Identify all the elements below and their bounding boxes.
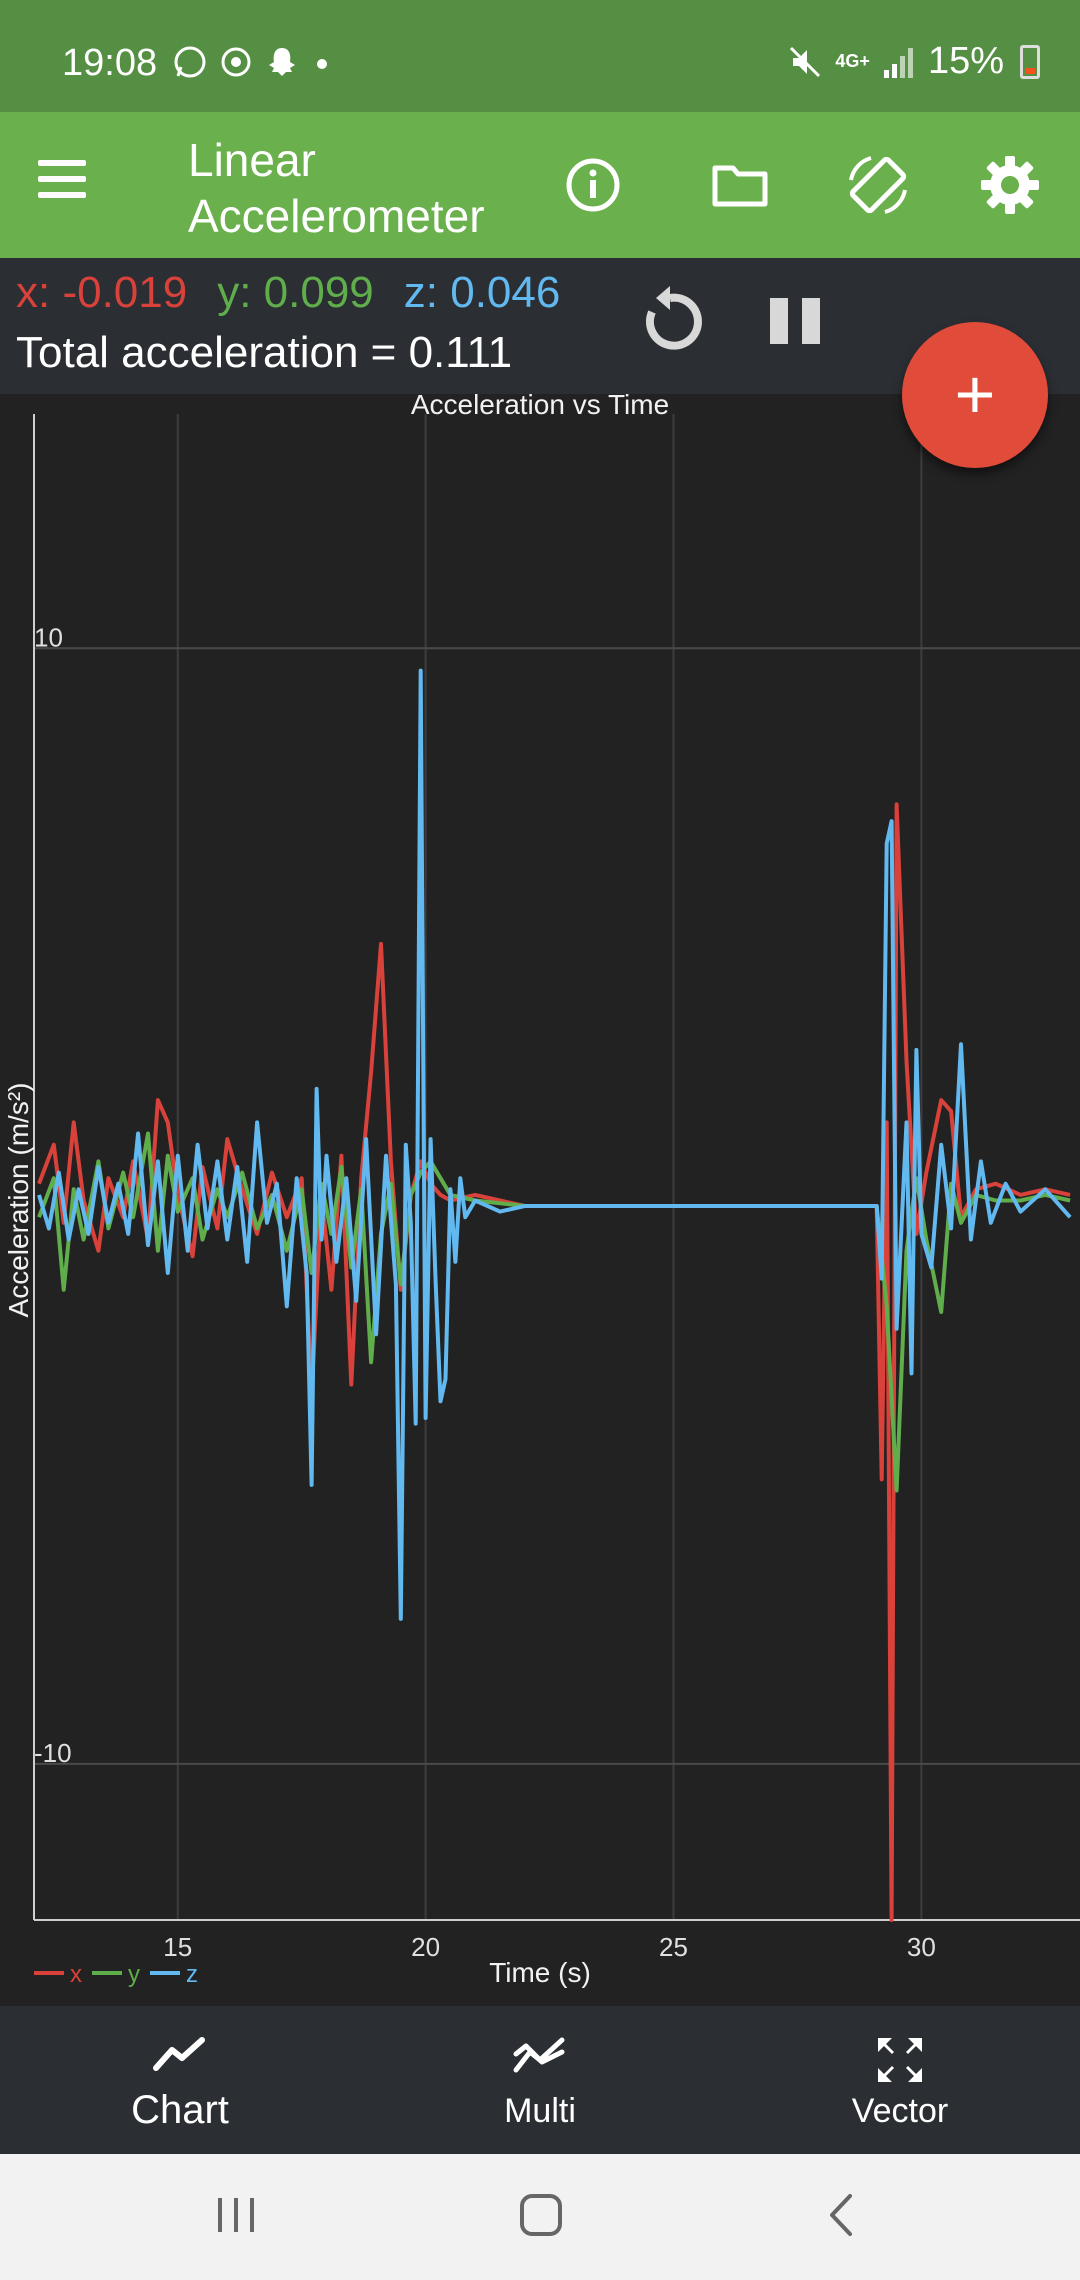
label-layer: 15 20 25 30 10 -10 Acceleration vs Time Time (s… [3, 394, 936, 1988]
app-title: Linear Accelerometer [188, 134, 485, 242]
series-line-x [37, 802, 1071, 1922]
dot-icon [317, 59, 327, 69]
z-value: z: 0.046 [403, 268, 561, 317]
whatsapp-icon [174, 46, 206, 78]
series-line-z [37, 668, 1072, 1621]
nav-vector-label: Vector [851, 2092, 949, 2130]
status-right: 4G+ 15% [787, 40, 1040, 83]
expand-arrows-icon [878, 2038, 922, 2082]
mute-icon [790, 46, 821, 77]
x-axis-label: Time (s) [489, 1957, 591, 1988]
signal-icon [883, 47, 913, 78]
line-chart-icon [153, 2037, 205, 2071]
legend-label-y: y [128, 1961, 140, 1988]
battery-percent: 15% [927, 40, 1004, 82]
acceleration-chart[interactable]: 15 20 25 30 10 -10 Acceleration vs Time Time (s… [0, 394, 1080, 2006]
nav-multi[interactable]: Multi [360, 2006, 720, 2154]
total-acceleration: Total acceleration = 0.111 [16, 328, 513, 377]
home-icon[interactable] [516, 2190, 566, 2240]
chart-svg: 15 20 25 30 10 -10 Acceleration vs Time Time (s… [3, 394, 1080, 1988]
menu-icon[interactable] [38, 160, 98, 210]
pause-icon[interactable] [756, 282, 836, 362]
y-tick-label: -10 [34, 1738, 72, 1768]
status-time: 19:08 [62, 42, 158, 84]
x-tick-label: 30 [907, 1932, 936, 1962]
recents-icon[interactable] [212, 2190, 262, 2240]
nav-chart[interactable]: Chart [0, 2006, 360, 2154]
legend-label-x: x [70, 1961, 82, 1988]
chart-title: Acceleration vs Time [411, 394, 669, 420]
axis-values: x: -0.019 y: 0.099 z: 0.046 [16, 268, 560, 318]
bottom-nav: Chart Multi Vector [0, 2006, 1080, 2154]
back-icon[interactable] [818, 2190, 868, 2240]
battery-icon [1020, 44, 1040, 79]
add-button[interactable]: + [902, 322, 1048, 468]
notification-icons [172, 44, 334, 80]
info-icon[interactable] [558, 150, 628, 220]
y-tick-label: 10 [34, 622, 63, 652]
series-layer [37, 668, 1072, 1922]
readout-panel: x: -0.019 y: 0.099 z: 0.046 Total accele… [0, 258, 1080, 394]
x-value: x: -0.019 [16, 268, 188, 317]
nav-multi-label: Multi [504, 2092, 576, 2130]
multi-line-icon [513, 2037, 565, 2073]
folder-icon[interactable] [705, 150, 775, 220]
x-tick-label: 15 [163, 1932, 192, 1962]
snapchat-icon [269, 48, 295, 76]
x-tick-label: 20 [411, 1932, 440, 1962]
nav-chart-label: Chart [131, 2088, 229, 2132]
settings-icon[interactable] [975, 150, 1045, 220]
reset-icon[interactable] [630, 282, 710, 362]
network-type: 4G+ [835, 51, 870, 71]
x-tick-label: 25 [659, 1932, 688, 1962]
grid-layer [33, 414, 1080, 1921]
nav-vector[interactable]: Vector [720, 2006, 1080, 2154]
status-bar: 19:08 4G+ 15% [0, 0, 1080, 112]
system-nav [0, 2154, 1080, 2280]
legend-label-z: z [186, 1961, 198, 1988]
screen-rotation-icon[interactable] [843, 150, 913, 220]
sync-icon [221, 47, 251, 77]
y-value: y: 0.099 [217, 268, 374, 317]
y-axis-label: Acceleration (m/s²) [3, 1083, 34, 1318]
app-bar: Linear Accelerometer [0, 112, 1080, 258]
